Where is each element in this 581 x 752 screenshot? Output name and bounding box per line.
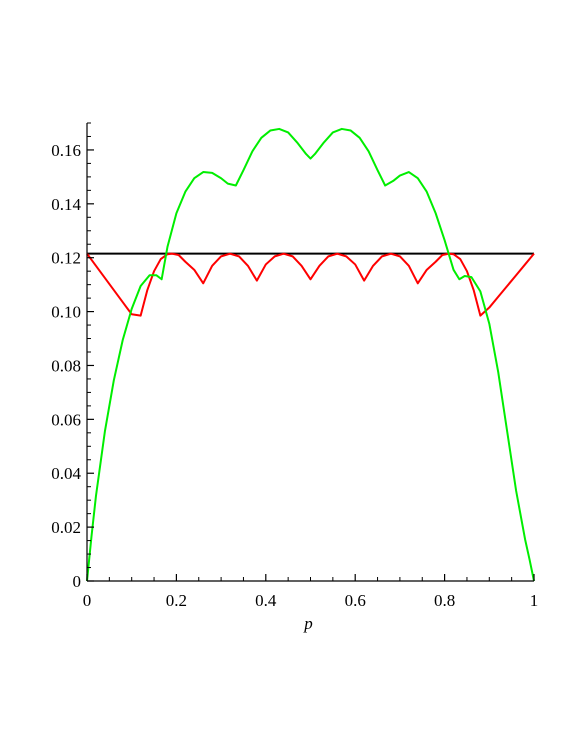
x-tick-label: 1 bbox=[530, 591, 539, 610]
x-tick-label: 0.6 bbox=[345, 591, 366, 610]
y-tick-label: 0.02 bbox=[51, 518, 81, 537]
series-line-1 bbox=[86, 252, 535, 317]
y-tick-label: 0.10 bbox=[51, 303, 81, 322]
x-tick-label: 0.8 bbox=[434, 591, 455, 610]
y-tick-label: 0.08 bbox=[51, 356, 81, 375]
y-tick-label: 0.14 bbox=[51, 195, 81, 214]
axes-layer bbox=[86, 123, 534, 582]
y-tick-label: 0.04 bbox=[51, 464, 81, 483]
x-tick-label: 0.4 bbox=[255, 591, 277, 610]
x-axis-title: p bbox=[303, 614, 313, 633]
y-tick-label: 0.06 bbox=[51, 410, 81, 429]
ticks-layer: 0 0.2 0.4 0.6 0.8 1 0 0.02 0.04 0.06 0.08 0.10 0.12 0… bbox=[51, 122, 539, 610]
x-tick-label: 0 bbox=[83, 591, 92, 610]
y-tick-label: 0.12 bbox=[51, 249, 81, 268]
y-tick-label: 0.16 bbox=[51, 141, 81, 160]
x-tick-label: 0.2 bbox=[166, 591, 187, 610]
curves-layer bbox=[86, 127, 535, 582]
y-tick-label: 0 bbox=[73, 572, 82, 591]
series-line-2 bbox=[86, 127, 535, 582]
